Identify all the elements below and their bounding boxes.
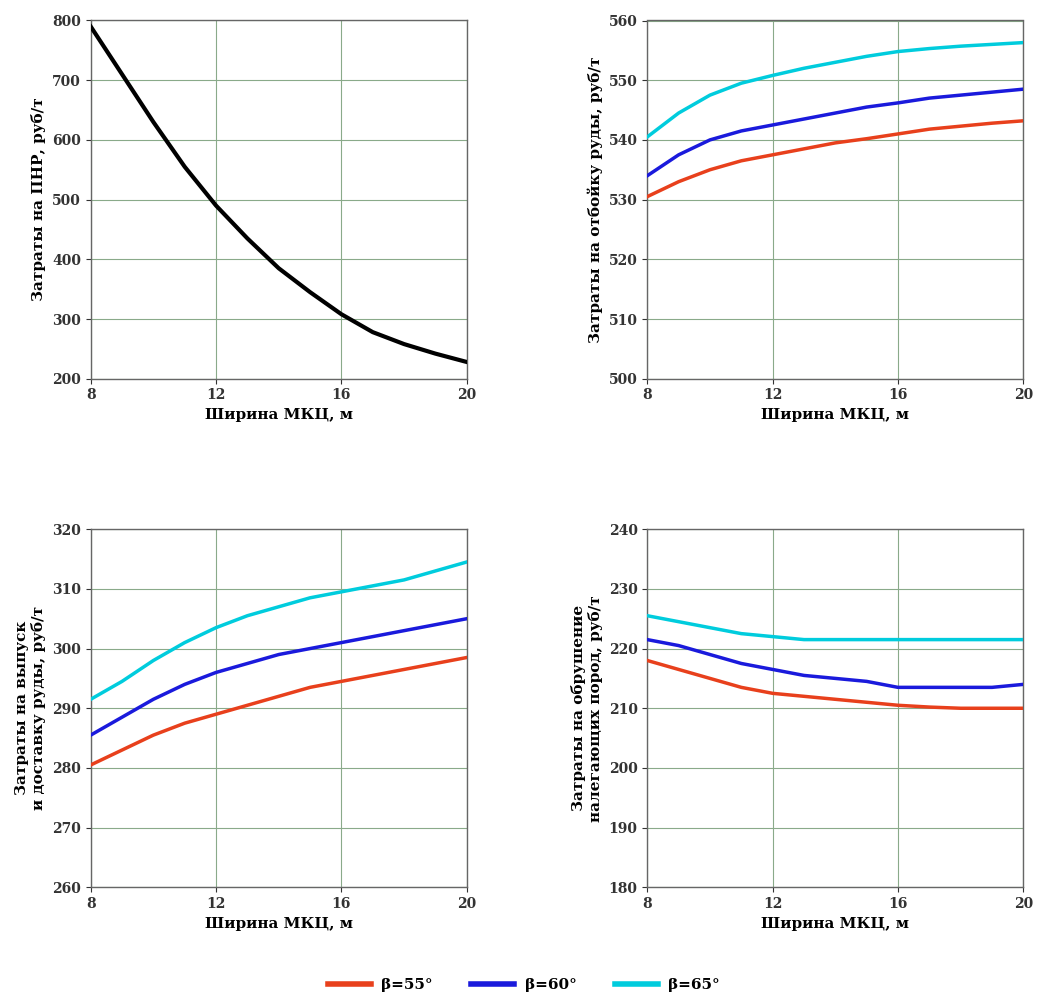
Y-axis label: Затраты на выпуск
и доставку руды, руб/т: Затраты на выпуск и доставку руды, руб/т (15, 607, 46, 810)
X-axis label: Ширина МКЦ, м: Ширина МКЦ, м (204, 916, 353, 931)
Y-axis label: Затраты на отбойку руды, руб/т: Затраты на отбойку руды, руб/т (588, 56, 603, 343)
Y-axis label: Затраты на ПНР, руб/т: Затраты на ПНР, руб/т (31, 98, 46, 302)
Y-axis label: Затраты на обрушение
налегающих пород, руб/т: Затраты на обрушение налегающих пород, р… (570, 595, 603, 822)
X-axis label: Ширина МКЦ, м: Ширина МКЦ, м (761, 916, 910, 931)
X-axis label: Ширина МКЦ, м: Ширина МКЦ, м (204, 408, 353, 422)
X-axis label: Ширина МКЦ, м: Ширина МКЦ, м (761, 408, 910, 422)
Legend: β=55°, β=60°, β=65°: β=55°, β=60°, β=65° (322, 972, 726, 998)
